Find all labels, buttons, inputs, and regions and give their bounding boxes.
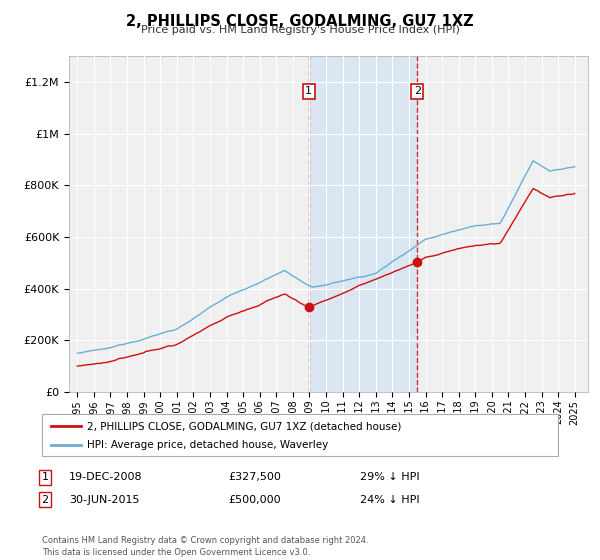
Text: 30-JUN-2015: 30-JUN-2015 bbox=[69, 494, 139, 505]
Text: 1: 1 bbox=[305, 86, 312, 96]
Text: £500,000: £500,000 bbox=[228, 494, 281, 505]
Text: £327,500: £327,500 bbox=[228, 472, 281, 482]
Text: 2, PHILLIPS CLOSE, GODALMING, GU7 1XZ: 2, PHILLIPS CLOSE, GODALMING, GU7 1XZ bbox=[126, 14, 474, 29]
Text: Contains HM Land Registry data © Crown copyright and database right 2024.
This d: Contains HM Land Registry data © Crown c… bbox=[42, 536, 368, 557]
Text: 19-DEC-2008: 19-DEC-2008 bbox=[69, 472, 143, 482]
Text: HPI: Average price, detached house, Waverley: HPI: Average price, detached house, Wave… bbox=[87, 440, 328, 450]
Text: 2, PHILLIPS CLOSE, GODALMING, GU7 1XZ (detached house): 2, PHILLIPS CLOSE, GODALMING, GU7 1XZ (d… bbox=[87, 421, 401, 431]
Text: 2: 2 bbox=[41, 494, 49, 505]
Text: 1: 1 bbox=[41, 472, 49, 482]
Text: 24% ↓ HPI: 24% ↓ HPI bbox=[360, 494, 419, 505]
Text: Price paid vs. HM Land Registry's House Price Index (HPI): Price paid vs. HM Land Registry's House … bbox=[140, 25, 460, 35]
Text: 2: 2 bbox=[413, 86, 421, 96]
Text: 29% ↓ HPI: 29% ↓ HPI bbox=[360, 472, 419, 482]
Bar bbox=[309, 56, 417, 392]
